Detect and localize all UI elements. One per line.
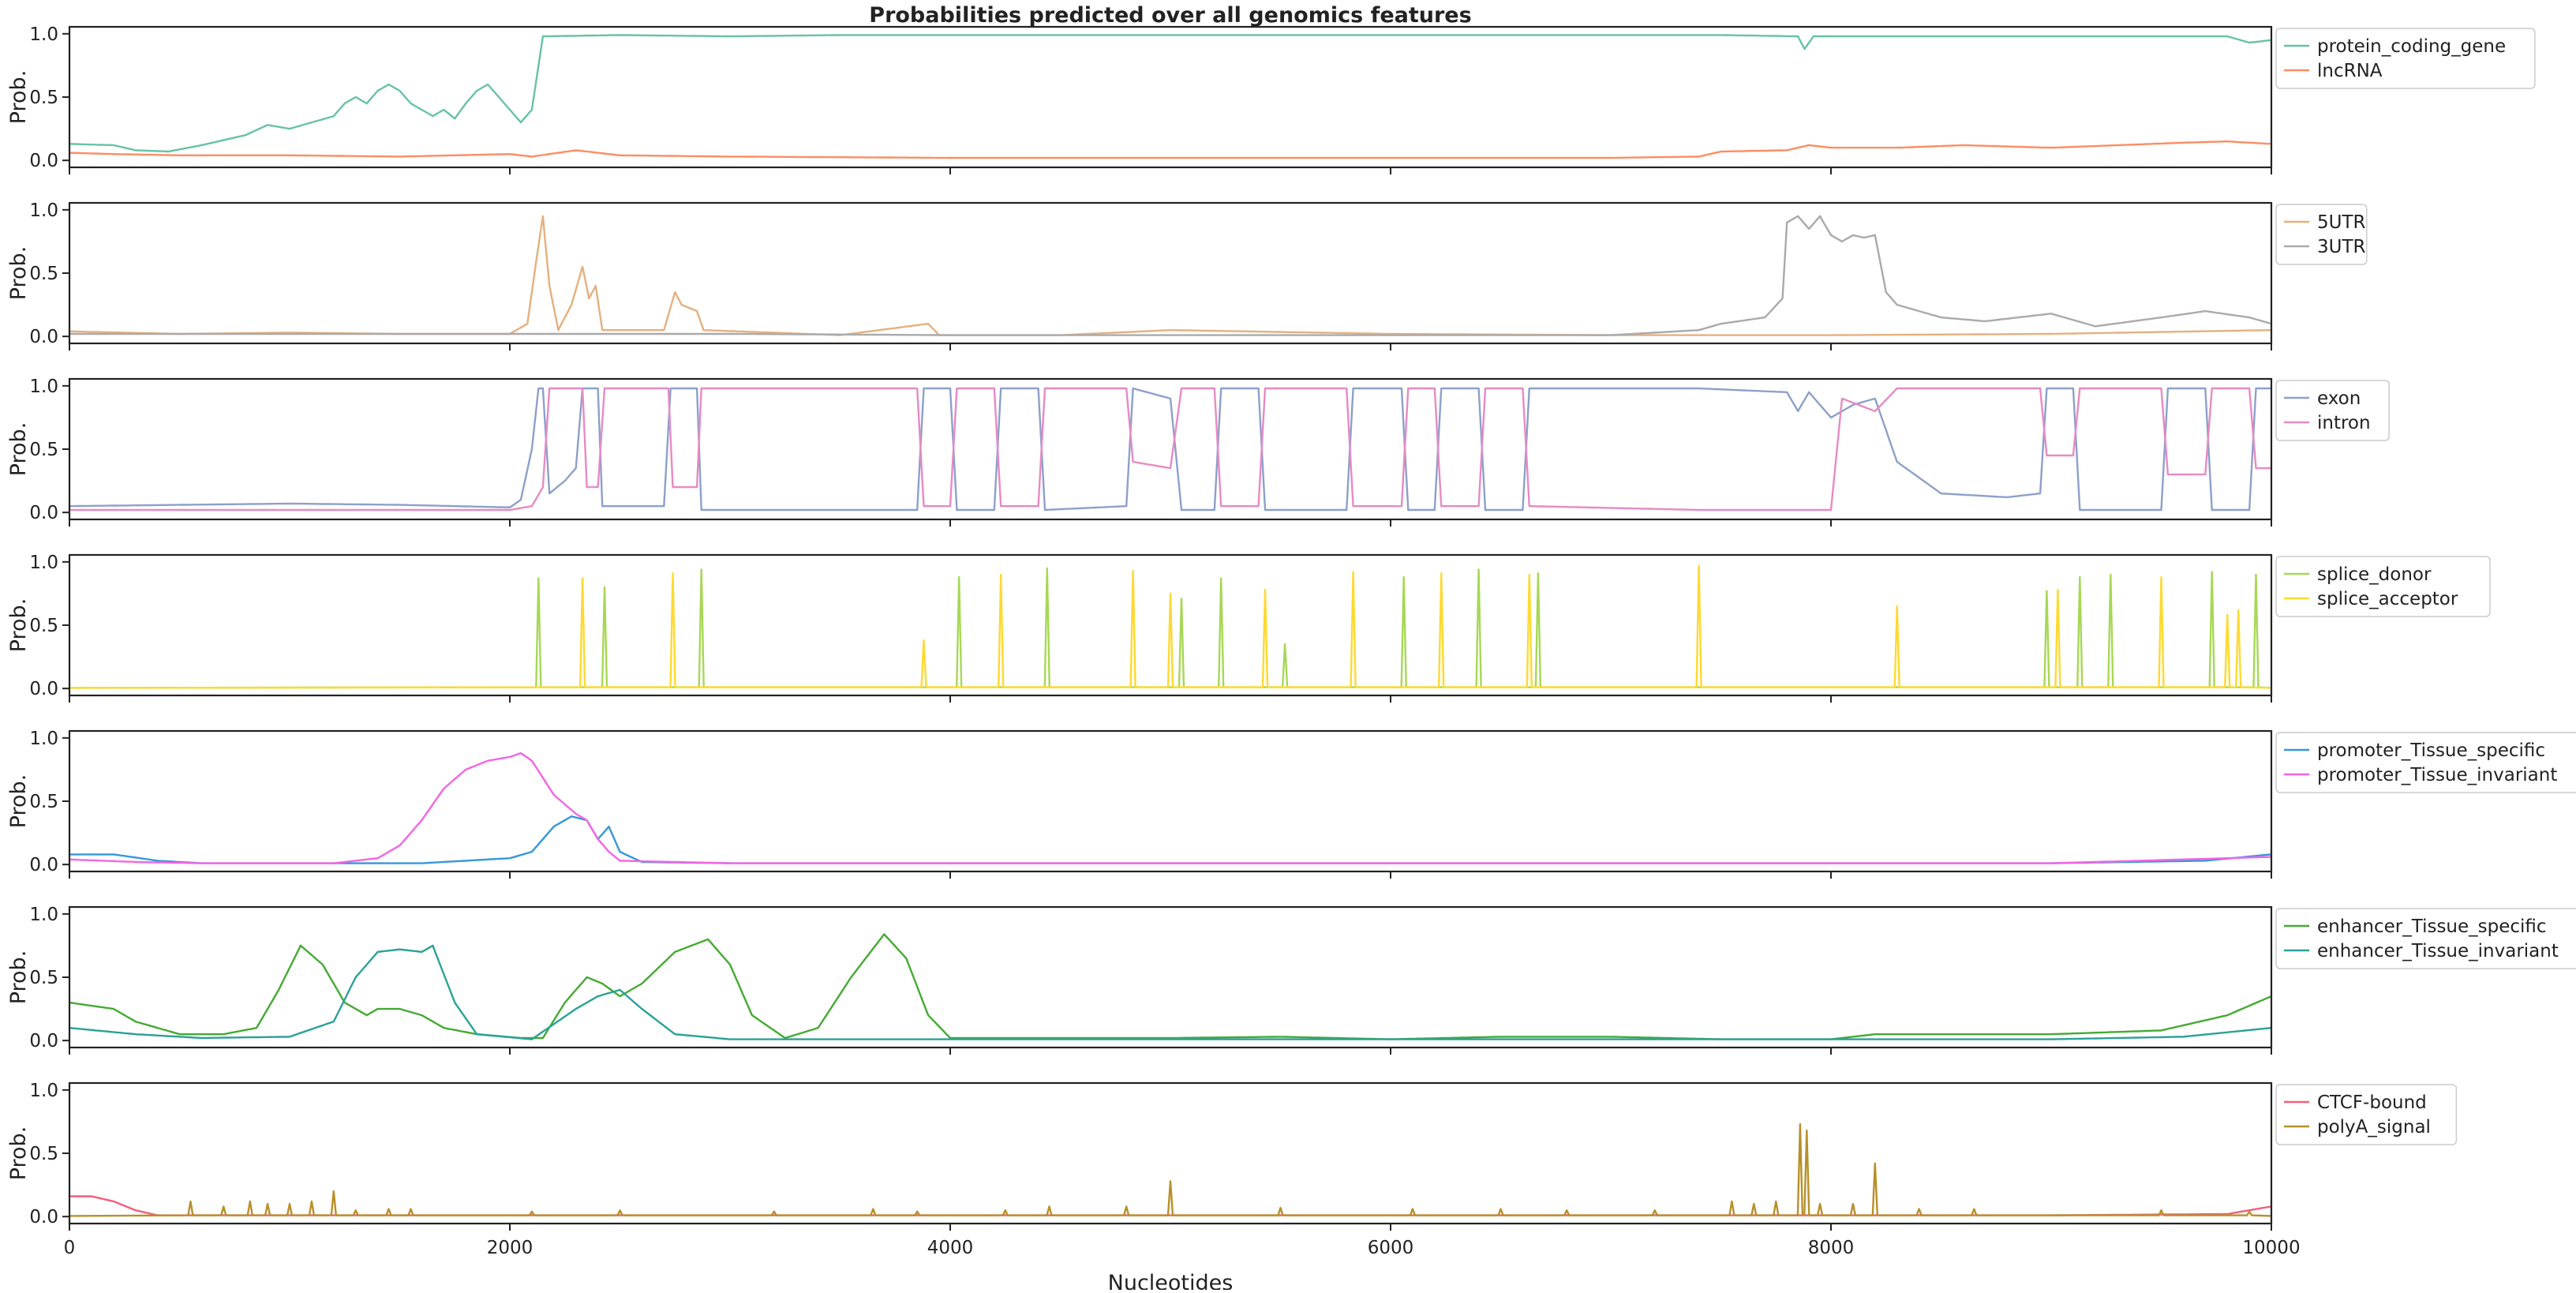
y-tick-label: 0.0 [29, 327, 58, 347]
x-tick-label: 8000 [1808, 1238, 1855, 1258]
legend-box [2275, 556, 2491, 617]
legend-box [2275, 1084, 2458, 1145]
legend: enhancer_Tissue_specific enhancer_Tissue_… [2275, 908, 2576, 969]
panel-2: 0.0 0.5 1.0 Prob. 5UTR 3UTR [6, 201, 2368, 350]
legend-entry: CTCF-bound [2317, 1092, 2427, 1113]
panel-1: 0.0 0.5 1.0 Prob. protein_coding_gene lncRNA [6, 24, 2536, 174]
legend: protein_coding_gene lncRNA [2275, 28, 2536, 89]
y-tick-label: 1.0 [29, 1081, 58, 1101]
panel-6-series [69, 933, 2271, 1040]
panel-4-series [69, 564, 2271, 689]
legend: promoter_Tissue_specific promoter_Tissue_… [2275, 732, 2576, 793]
panel-7: 0.0 0.5 1.0 0 2000 4000 6000 8000 10000 Prob. CTCF… [6, 1081, 2458, 1258]
y-tick-label: 0.5 [29, 1144, 58, 1164]
series-line-splice-acceptor [69, 564, 2271, 689]
series-line-enhancer-tissue-invariant [69, 944, 2271, 1040]
y-tick-label: 0.0 [29, 855, 58, 875]
series-line-enhancer-tissue-specific [69, 933, 2271, 1040]
panel-3-series [69, 387, 2271, 512]
y-axis-label: Prob. [6, 246, 31, 301]
panel-2-series [69, 215, 2271, 336]
legend-entry: polyA_signal [2317, 1117, 2431, 1137]
x-tick-label: 6000 [1368, 1238, 1414, 1258]
legend-entry: promoter_Tissue_invariant [2317, 765, 2557, 785]
y-axis-label: Prob. [6, 70, 31, 125]
y-tick-label: 0.5 [29, 264, 58, 284]
legend-entry: 3UTR [2317, 237, 2366, 257]
legend-entry: intron [2317, 413, 2371, 433]
legend: CTCF-bound polyA_signal [2275, 1084, 2458, 1145]
x-tick-label: 10000 [2242, 1238, 2300, 1258]
series-line-protein-coding-gene [69, 34, 2271, 153]
panel-3: 0.0 0.5 1.0 Prob. exon intron [6, 377, 2390, 527]
panel-1-series [69, 34, 2271, 159]
legend-entry: enhancer_Tissue_invariant [2317, 941, 2559, 961]
legend-entry: promoter_Tissue_specific [2317, 740, 2545, 761]
y-axis-label: Prob. [6, 422, 31, 477]
legend-box [2275, 908, 2576, 969]
legend-entry: lncRNA [2317, 61, 2383, 81]
legend-box [2275, 204, 2368, 265]
panel-4: 0.0 0.5 1.0 Prob. splice_donor splice_accepto… [6, 553, 2491, 703]
y-axis-label: Prob. [6, 774, 31, 829]
legend-entry: 5UTR [2317, 212, 2366, 233]
y-tick-label: 0.0 [29, 503, 58, 523]
legend: exon intron [2275, 380, 2390, 441]
legend-entry: protein_coding_gene [2317, 36, 2506, 57]
y-tick-label: 1.0 [29, 201, 58, 221]
series-line-intron [69, 387, 2271, 512]
y-tick-label: 0.5 [29, 88, 58, 108]
series-line-ctcf-bound [69, 1195, 2271, 1216]
x-tick-label: 2000 [487, 1238, 534, 1258]
legend-entry: splice_acceptor [2317, 589, 2458, 609]
legend: 5UTR 3UTR [2275, 204, 2368, 265]
series-line-lncrna [69, 140, 2271, 159]
legend-entry: splice_donor [2317, 564, 2432, 585]
series-line-polya-signal [69, 1122, 2271, 1217]
y-tick-label: 0.0 [29, 1031, 58, 1051]
y-tick-label: 1.0 [29, 377, 58, 397]
legend-box [2275, 732, 2576, 793]
legend-entry: exon [2317, 388, 2361, 409]
y-tick-label: 0.0 [29, 1207, 58, 1227]
x-tick-label: 0 [64, 1238, 76, 1258]
series-line-promoter-tissue-specific [69, 815, 2271, 864]
y-axis-label: Prob. [6, 598, 31, 653]
y-axis-label: Prob. [6, 1126, 31, 1181]
series-line-promoter-tissue-invariant [69, 751, 2271, 864]
y-tick-label: 1.0 [29, 24, 58, 45]
panel-5-series [69, 751, 2271, 864]
series-line-exon [69, 387, 2271, 512]
legend-box [2275, 28, 2536, 89]
y-tick-label: 0.5 [29, 968, 58, 988]
legend: splice_donor splice_acceptor [2275, 556, 2491, 617]
y-tick-label: 0.0 [29, 151, 58, 171]
y-tick-label: 0.5 [29, 440, 58, 460]
legend-box [2275, 380, 2390, 441]
y-tick-label: 1.0 [29, 553, 58, 573]
y-tick-label: 1.0 [29, 729, 58, 749]
panel-7-series [69, 1122, 2271, 1217]
y-axis-label: Prob. [6, 950, 31, 1005]
y-tick-label: 0.0 [29, 679, 58, 699]
y-tick-label: 1.0 [29, 905, 58, 925]
legend-entry: enhancer_Tissue_specific [2317, 916, 2547, 937]
panel-frame [68, 1081, 2273, 1225]
panel-5: 0.00.51.0Prob.promoter_Tissue_specificpr… [6, 729, 2576, 879]
panel-frame [68, 729, 2273, 873]
x-axis-label: Nucleotides [1108, 1271, 1234, 1290]
y-tick-label: 0.5 [29, 792, 58, 812]
series-line-3utr [69, 215, 2271, 336]
y-tick-label: 0.5 [29, 616, 58, 636]
chart-title: Probabilities predicted over all genomic… [869, 3, 1471, 28]
panel-6: 0.00.51.0Prob.enhancer_Tissue_specificen… [6, 905, 2576, 1055]
panel-frame [68, 905, 2273, 1049]
panel-frame [68, 201, 2273, 345]
x-tick-label: 4000 [927, 1238, 974, 1258]
